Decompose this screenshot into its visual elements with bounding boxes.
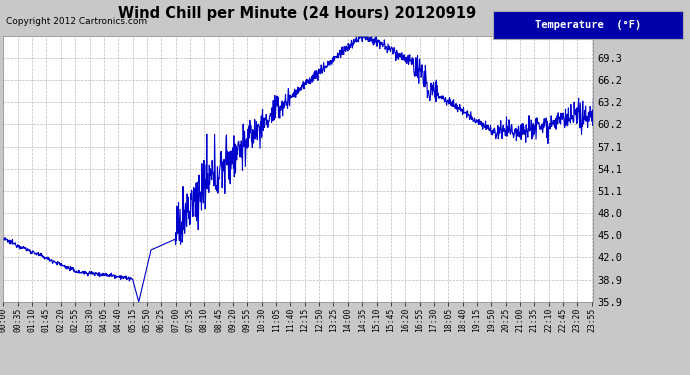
Text: Wind Chill per Minute (24 Hours) 20120919: Wind Chill per Minute (24 Hours) 2012091… bbox=[117, 6, 476, 21]
Text: Temperature  (°F): Temperature (°F) bbox=[535, 20, 641, 30]
Text: Copyright 2012 Cartronics.com: Copyright 2012 Cartronics.com bbox=[6, 17, 147, 26]
